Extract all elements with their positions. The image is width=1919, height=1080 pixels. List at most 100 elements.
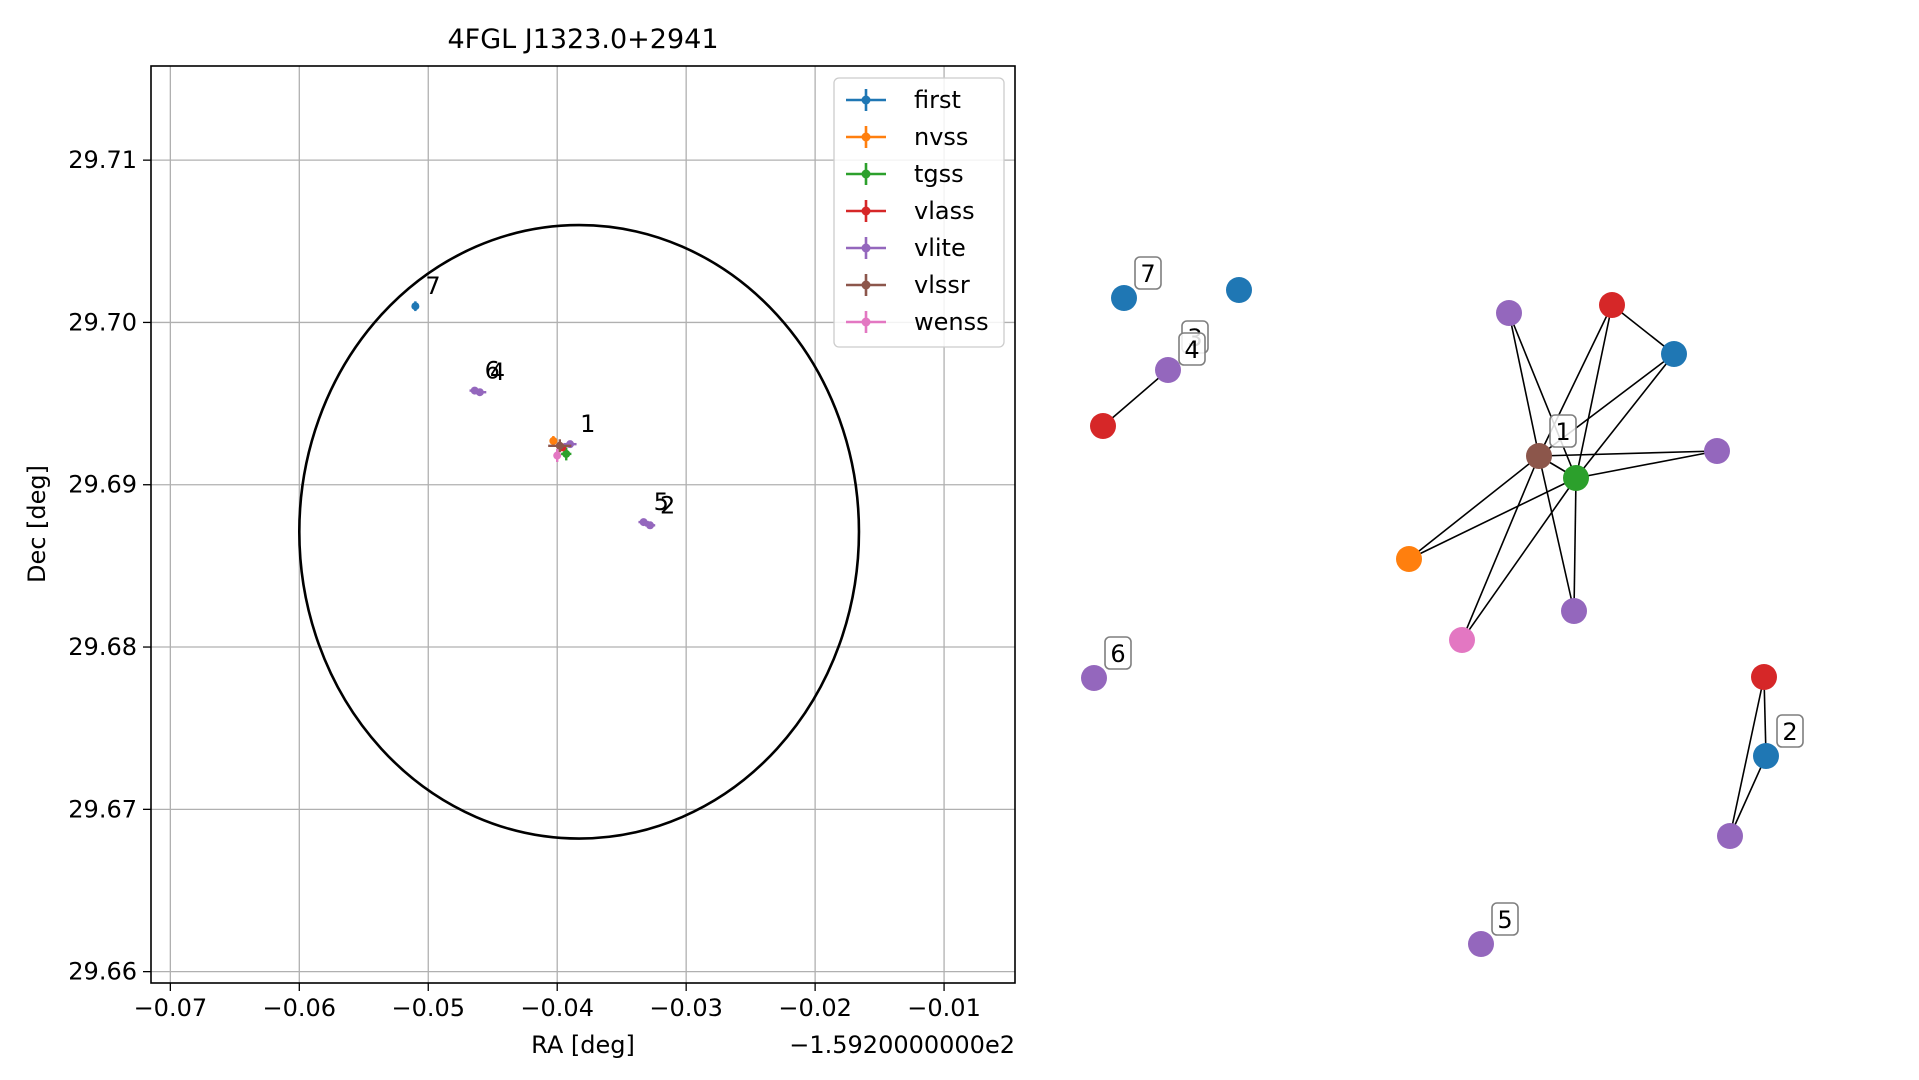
svg-text:6: 6 <box>1110 640 1125 668</box>
svg-text:1: 1 <box>1555 418 1570 446</box>
network-edge <box>1763 676 1767 757</box>
data-point-tgss <box>561 447 572 461</box>
network-panel: 7341625 <box>1081 256 1804 957</box>
legend-entry-tgss: tgss <box>846 160 964 188</box>
cluster-label: 6 <box>485 357 500 385</box>
network-label: 5 <box>1491 902 1519 936</box>
x-tick-label: −0.04 <box>520 994 594 1022</box>
network-node <box>1661 341 1687 367</box>
network-label: 4 <box>1178 332 1206 366</box>
y-tick-label: 29.70 <box>68 308 137 336</box>
x-tick-label: −0.06 <box>263 994 337 1022</box>
network-edge <box>1575 450 1718 479</box>
network-edge <box>1538 455 1575 612</box>
network-edge <box>1408 455 1540 560</box>
network-label: 6 <box>1104 636 1132 670</box>
data-point-wenss <box>553 449 562 463</box>
legend-label: tgss <box>914 160 964 188</box>
network-edge <box>1461 477 1577 641</box>
y-tick-label: 29.67 <box>68 795 137 823</box>
network-node <box>1704 438 1730 464</box>
network-node <box>1081 665 1107 691</box>
network-node <box>1717 823 1743 849</box>
network-label: 7 <box>1134 256 1162 290</box>
localization-ellipse-layer <box>297 223 861 840</box>
legend-entry-vlite: vlite <box>846 234 966 262</box>
cluster-label: 7 <box>425 272 440 300</box>
network-edge <box>1573 477 1577 612</box>
cluster-label: 5 <box>654 488 669 516</box>
legend-label: first <box>914 86 961 114</box>
network-node <box>1561 598 1587 624</box>
legend-entry-first: first <box>846 86 961 114</box>
axis-ticks: −0.07 −0.06 −0.05 −0.04 −0.03 −0.02 −0.01 29.66… <box>68 146 981 1022</box>
network-label: 1 <box>1549 414 1577 448</box>
legend-label: vlssr <box>914 271 970 299</box>
network-node <box>1599 292 1625 318</box>
cluster-label: 2 <box>660 491 675 519</box>
network-edge <box>1508 312 1540 457</box>
svg-text:5: 5 <box>1497 906 1512 934</box>
cluster-label: 4 <box>490 358 505 386</box>
localization-ellipse <box>297 223 861 840</box>
svg-text:2: 2 <box>1782 718 1797 746</box>
network-label: 2 <box>1776 714 1804 748</box>
x-axis-label: RA [deg] <box>531 1031 635 1059</box>
data-point-nvss <box>549 436 558 446</box>
network-node <box>1526 443 1552 469</box>
network-node <box>1563 465 1589 491</box>
network-node <box>1496 300 1522 326</box>
legend-label: nvss <box>914 123 968 151</box>
y-axis-label: Dec [deg] <box>23 465 51 583</box>
cluster-labels: 7 64 1 52 <box>425 272 675 519</box>
axes-frame <box>150 65 1016 984</box>
network-edge <box>1575 304 1613 479</box>
network-edge <box>1729 676 1765 837</box>
legend-entry-vlssr: vlssr <box>846 271 970 299</box>
network-label-layer: 7341625 <box>1104 256 1804 936</box>
data-point-vlite <box>644 521 656 530</box>
y-tick-label: 29.71 <box>68 146 137 174</box>
network-node <box>1751 664 1777 690</box>
legend: first nvss tgss vlass vlite vlssr wenss <box>833 77 1005 348</box>
legend-label: vlite <box>914 234 966 262</box>
x-tick-label: −0.01 <box>907 994 981 1022</box>
data-point-vlite <box>638 518 649 527</box>
svg-text:7: 7 <box>1140 260 1155 288</box>
legend-label: vlass <box>914 197 975 225</box>
scatter-panel: 4FGL J1323.0+2941 7 64 1 52 −0.07 −0.06 −0.05… <box>23 24 1016 1059</box>
network-node <box>1155 357 1181 383</box>
x-tick-label: −0.02 <box>778 994 852 1022</box>
y-tick-label: 29.68 <box>68 633 137 661</box>
network-edge <box>1461 455 1540 641</box>
data-point-vlssr <box>548 439 572 453</box>
x-tick-label: −0.03 <box>649 994 723 1022</box>
gridlines <box>151 66 1015 983</box>
network-edge <box>1408 477 1577 560</box>
data-points-layer <box>411 301 656 530</box>
chart-title: 4FGL J1323.0+2941 <box>447 24 718 55</box>
network-edge <box>1729 755 1767 837</box>
network-node <box>1468 931 1494 957</box>
network-edge <box>1575 353 1675 479</box>
legend-entry-nvss: nvss <box>846 123 968 151</box>
legend-frame <box>833 77 1005 348</box>
svg-text:4: 4 <box>1184 336 1199 364</box>
legend-entry-vlass: vlass <box>846 197 975 225</box>
network-node <box>1449 627 1475 653</box>
x-axis-offset-label: −1.5920000000e2 <box>789 1031 1015 1059</box>
legend-entry-wenss: wenss <box>846 308 989 336</box>
network-node <box>1753 743 1779 769</box>
y-tick-label: 29.69 <box>68 471 137 499</box>
network-edge <box>1611 304 1675 355</box>
node-layer <box>1081 277 1779 957</box>
x-tick-label: −0.05 <box>391 994 465 1022</box>
network-edge <box>1102 369 1169 427</box>
x-tick-label: −0.07 <box>134 994 208 1022</box>
data-point-vlite <box>469 386 480 395</box>
cluster-label: 1 <box>580 410 595 438</box>
network-node <box>1090 413 1116 439</box>
y-tick-label: 29.66 <box>68 958 137 986</box>
network-node <box>1226 277 1252 303</box>
